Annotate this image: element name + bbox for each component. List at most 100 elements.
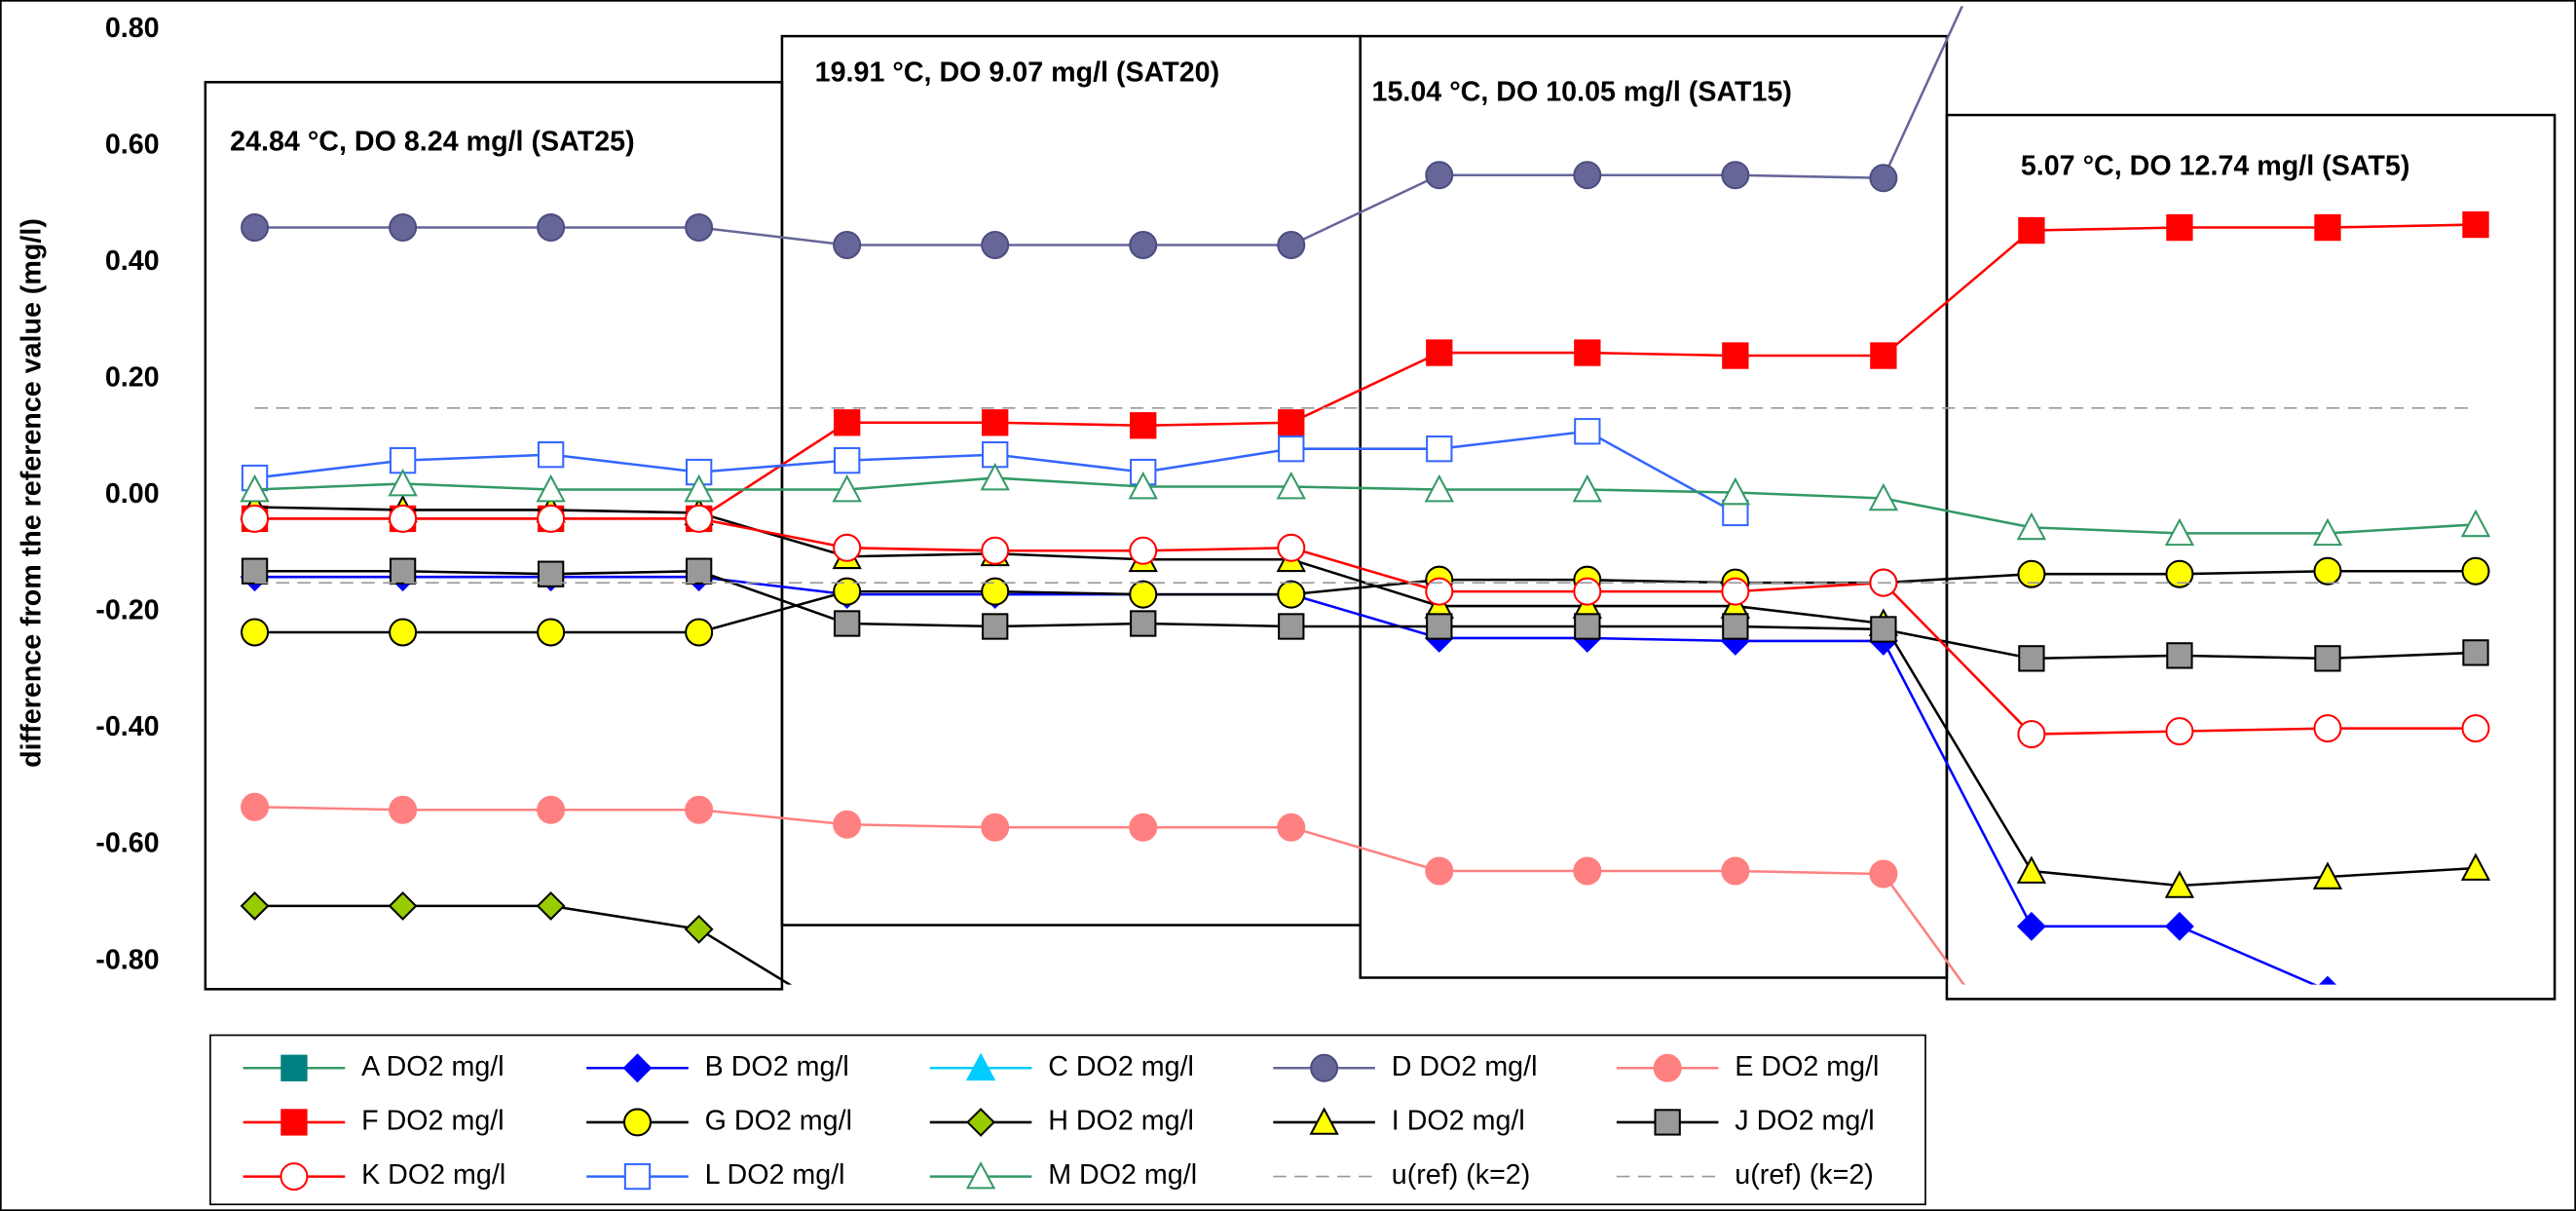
legend-label: H DO2 mg/l (1048, 1106, 1194, 1137)
marker (1720, 476, 1751, 506)
marker (2165, 559, 2194, 588)
y-tick-label: -0.20 (95, 595, 159, 626)
marker (622, 1053, 653, 1083)
series-line (254, 806, 1965, 985)
marker (280, 1054, 308, 1081)
marker (965, 1160, 996, 1190)
marker (537, 213, 566, 243)
marker (2462, 639, 2489, 666)
marker (623, 1162, 652, 1191)
legend-label: F DO2 mg/l (361, 1106, 504, 1137)
marker (966, 1108, 995, 1137)
marker (2313, 714, 2342, 743)
marker (981, 577, 1010, 606)
marker (389, 213, 418, 243)
marker (1870, 616, 1897, 643)
marker (1130, 412, 1157, 439)
marker (537, 504, 566, 533)
marker (2016, 511, 2047, 541)
legend-label: J DO2 mg/l (1735, 1106, 1874, 1137)
marker (2319, 975, 2336, 985)
marker (2165, 717, 2194, 746)
marker (1573, 856, 1602, 886)
legend-label: B DO2 mg/l (705, 1051, 849, 1082)
marker (684, 914, 714, 944)
legend-label: C DO2 mg/l (1048, 1051, 1194, 1082)
marker (280, 1162, 309, 1192)
marker (981, 813, 1010, 842)
marker (833, 577, 862, 606)
marker (241, 557, 269, 585)
marker (2314, 213, 2341, 242)
annotation: 15.04 °C, DO 10.05 mg/l (SAT15) (1372, 77, 1792, 108)
marker (389, 618, 418, 647)
marker (685, 557, 713, 585)
marker (1130, 610, 1157, 637)
marker (1870, 342, 1897, 369)
marker (280, 1109, 308, 1136)
legend-label: u(ref) (k=2) (1735, 1159, 1874, 1191)
series-line (254, 904, 793, 985)
marker (2164, 517, 2195, 547)
marker (981, 536, 1010, 565)
marker (980, 462, 1010, 491)
annotation: 19.91 °C, DO 9.07 mg/l (SAT20) (815, 57, 1219, 88)
marker (1721, 856, 1750, 886)
marker (537, 618, 566, 647)
series-line (254, 575, 2318, 985)
legend-label: E DO2 mg/l (1735, 1051, 1879, 1082)
marker (982, 409, 1009, 436)
marker (536, 890, 566, 921)
marker (1309, 1107, 1339, 1135)
marker (2018, 645, 2045, 672)
marker (1868, 482, 1899, 511)
marker (2017, 720, 2046, 749)
legend-label: L DO2 mg/l (705, 1159, 845, 1191)
marker (2312, 861, 2343, 889)
marker (241, 618, 270, 647)
marker (965, 1052, 996, 1081)
marker (834, 446, 861, 474)
marker (1426, 339, 1453, 366)
legend-label: A DO2 mg/l (361, 1051, 504, 1082)
y-tick-label: -0.40 (95, 711, 159, 742)
marker (2166, 213, 2193, 242)
annotation: 24.84 °C, DO 8.24 mg/l (SAT25) (230, 126, 634, 157)
y-tick-label: -0.80 (95, 944, 159, 975)
marker (684, 473, 714, 503)
marker (389, 795, 418, 824)
marker (536, 473, 566, 503)
marker (1277, 813, 1306, 842)
series-line (254, 569, 2477, 661)
series-line (254, 6, 1964, 246)
marker (1424, 473, 1454, 503)
marker (2164, 870, 2195, 898)
legend-label: u(ref) (k=2) (1392, 1159, 1531, 1191)
marker (833, 230, 862, 259)
marker (1277, 533, 1306, 562)
marker (537, 440, 565, 469)
marker (240, 890, 270, 921)
marker (834, 610, 861, 637)
marker (1277, 580, 1306, 609)
marker (1573, 161, 1602, 190)
marker (833, 810, 862, 839)
marker (981, 230, 1010, 259)
marker (1721, 577, 1750, 606)
series-line (254, 569, 2477, 634)
marker (2461, 714, 2490, 743)
legend-label: I DO2 mg/l (1392, 1106, 1525, 1137)
marker (1654, 1109, 1681, 1136)
marker (388, 468, 418, 497)
y-tick-label: 0.20 (105, 362, 160, 394)
marker (2461, 556, 2490, 586)
legend-label: K DO2 mg/l (361, 1159, 505, 1191)
marker (2313, 556, 2342, 586)
series-line (254, 476, 2477, 535)
marker (982, 613, 1009, 640)
marker (1721, 161, 1750, 190)
marker (1277, 230, 1306, 259)
y-axis-label: difference from the reference value (mg/… (16, 218, 47, 768)
series-line (254, 506, 2477, 888)
